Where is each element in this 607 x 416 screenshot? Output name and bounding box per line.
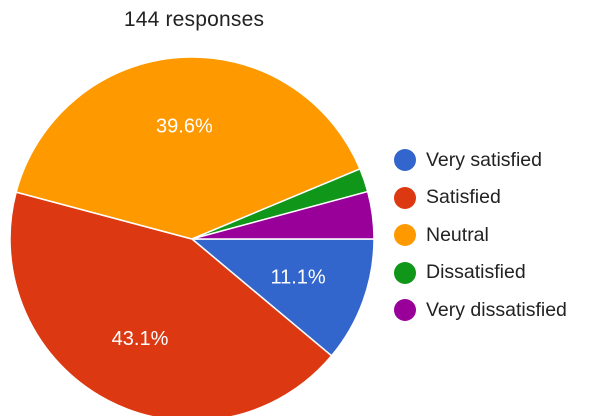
pie-slice-very-dissatisfied	[191, 190, 375, 240]
legend-item-dissatisfied: Dissatisfied	[394, 259, 606, 287]
legend-item-very-dissatisfied: Very dissatisfied	[394, 296, 606, 324]
legend-swatch-very-satisfied	[394, 149, 416, 171]
pie-slice-very-satisfied	[189, 238, 375, 357]
response-count: 144 responses	[123, 8, 265, 31]
legend-label-satisfied: Satisfied	[426, 186, 501, 208]
legend-swatch-very-dissatisfied	[394, 299, 416, 321]
legend-label-neutral: Neutral	[426, 223, 489, 246]
pie-slice-neutral	[15, 56, 361, 240]
slice-label-very-satisfied: 11.1%	[270, 267, 325, 289]
slice-label-satisfied: 43.1%	[112, 328, 169, 350]
chart-legend: Very satisfied Satisfied Neutral Dissatisfi…	[394, 146, 606, 334]
legend-item-very-satisfied: Very satisfied	[394, 146, 606, 174]
legend-swatch-dissatisfied	[394, 261, 416, 284]
legend-label-dissatisfied: Dissatisfied	[426, 261, 526, 283]
pie-slice-satisfied	[9, 191, 333, 416]
slice-label-neutral: 39.6%	[156, 115, 213, 137]
legend-swatch-neutral	[394, 224, 416, 246]
legend-label-very-satisfied: Very satisfied	[426, 148, 542, 171]
legend-label-very-dissatisfied: Very dissatisfied	[426, 298, 567, 321]
pie-chart: 11.1% 43.1% 39.6%	[9, 56, 375, 416]
legend-item-neutral: Neutral	[394, 221, 606, 249]
legend-swatch-satisfied	[394, 186, 416, 209]
legend-item-satisfied: Satisfied	[394, 184, 606, 212]
